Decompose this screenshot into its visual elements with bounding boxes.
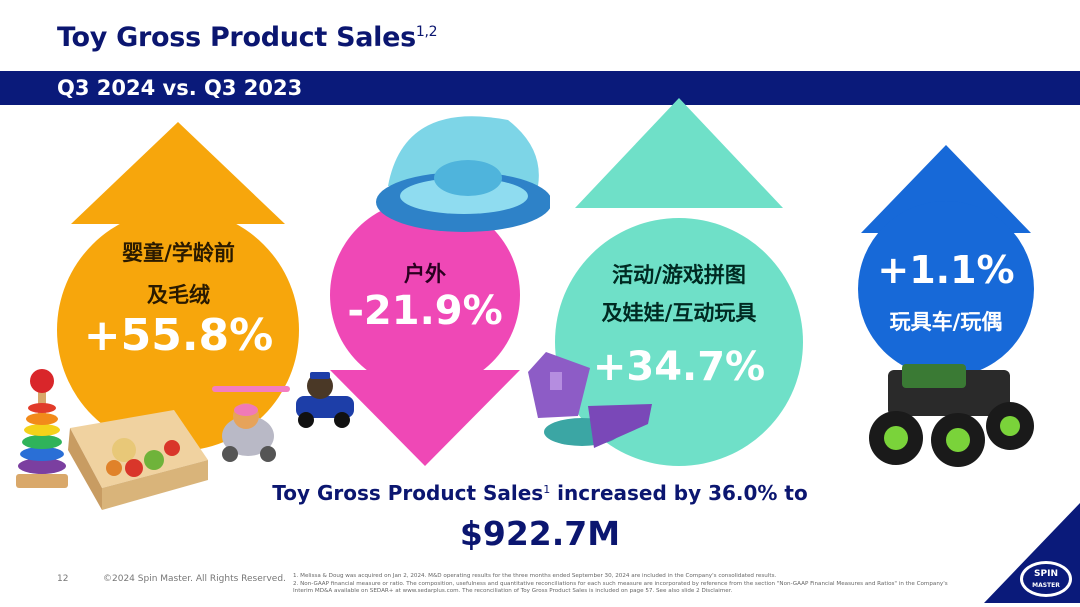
footnote-1: 1. Melissa & Doug was acquired on Jan 2,…: [293, 573, 777, 579]
segment-label-line2: 及娃娃/互动玩具: [601, 301, 757, 325]
segment-value-preschool: +55.8%: [83, 310, 274, 361]
copyright-text: ©2024 Spin Master. All Rights Reserved.: [103, 574, 286, 584]
period-subtitle: Q3 2024 vs. Q3 2023: [57, 76, 303, 100]
summary-text: Toy Gross Product Sales1 increased by 36…: [0, 481, 1080, 505]
spin-master-logo: SPIN MASTER: [984, 503, 1080, 607]
segment-value-vehicles: +1.1%: [877, 248, 1015, 292]
segment-value-outdoor: -21.9%: [347, 288, 503, 334]
paw-patrol-police-car-icon: [290, 368, 358, 434]
page-title: Toy Gross Product Sales1,2: [57, 22, 438, 53]
baby-swim-float-icon: [368, 90, 552, 242]
summary-suffix: increased by 36.0% to: [550, 481, 808, 505]
segment-label-preschool: 婴童/学龄前 及毛绒: [57, 232, 300, 316]
footnotes: 1. Melissa & Doug was acquired on Jan 2,…: [293, 573, 953, 596]
title-footnote-ref: 1,2: [415, 24, 438, 40]
segment-label-line1: 活动/游戏拼图: [612, 263, 746, 287]
logo-text-line2: MASTER: [1032, 582, 1060, 589]
page-title-text: Toy Gross Product Sales: [57, 22, 416, 53]
paw-patrol-helicopter-icon: [208, 380, 294, 470]
segment-label-line2: 及毛绒: [147, 283, 210, 307]
segment-label-activities: 活动/游戏拼图 及娃娃/互动玩具: [555, 256, 803, 332]
summary-prefix: Toy Gross Product Sales: [272, 481, 544, 505]
logo-text-line1: SPIN: [1034, 569, 1058, 579]
segment-value-activities: +34.7%: [592, 344, 766, 390]
segment-label-line1: 婴童/学龄前: [122, 241, 235, 265]
wooden-food-crate-icon: [62, 408, 212, 516]
page-number: 12: [57, 574, 69, 584]
segment-arrow-activities: [555, 98, 803, 466]
monster-truck-icon: [866, 360, 1038, 476]
segment-arrow-vehicles: [847, 145, 1045, 377]
segment-arrow-outdoor: [330, 200, 520, 466]
total-sales-value: $922.7M: [459, 514, 621, 553]
summary-footnote-ref: 1: [543, 483, 551, 496]
segment-label-vehicles: 玩具车/玩偶: [889, 310, 1003, 334]
subtitle-band: [0, 71, 1080, 105]
segment-label-outdoor: 户外: [404, 262, 446, 286]
kinetic-sand-castle-icon: [520, 352, 656, 460]
footnote-2: 2. Non-GAAP financial measure or ratio. …: [293, 580, 948, 595]
stacking-rings-icon: [14, 364, 70, 494]
